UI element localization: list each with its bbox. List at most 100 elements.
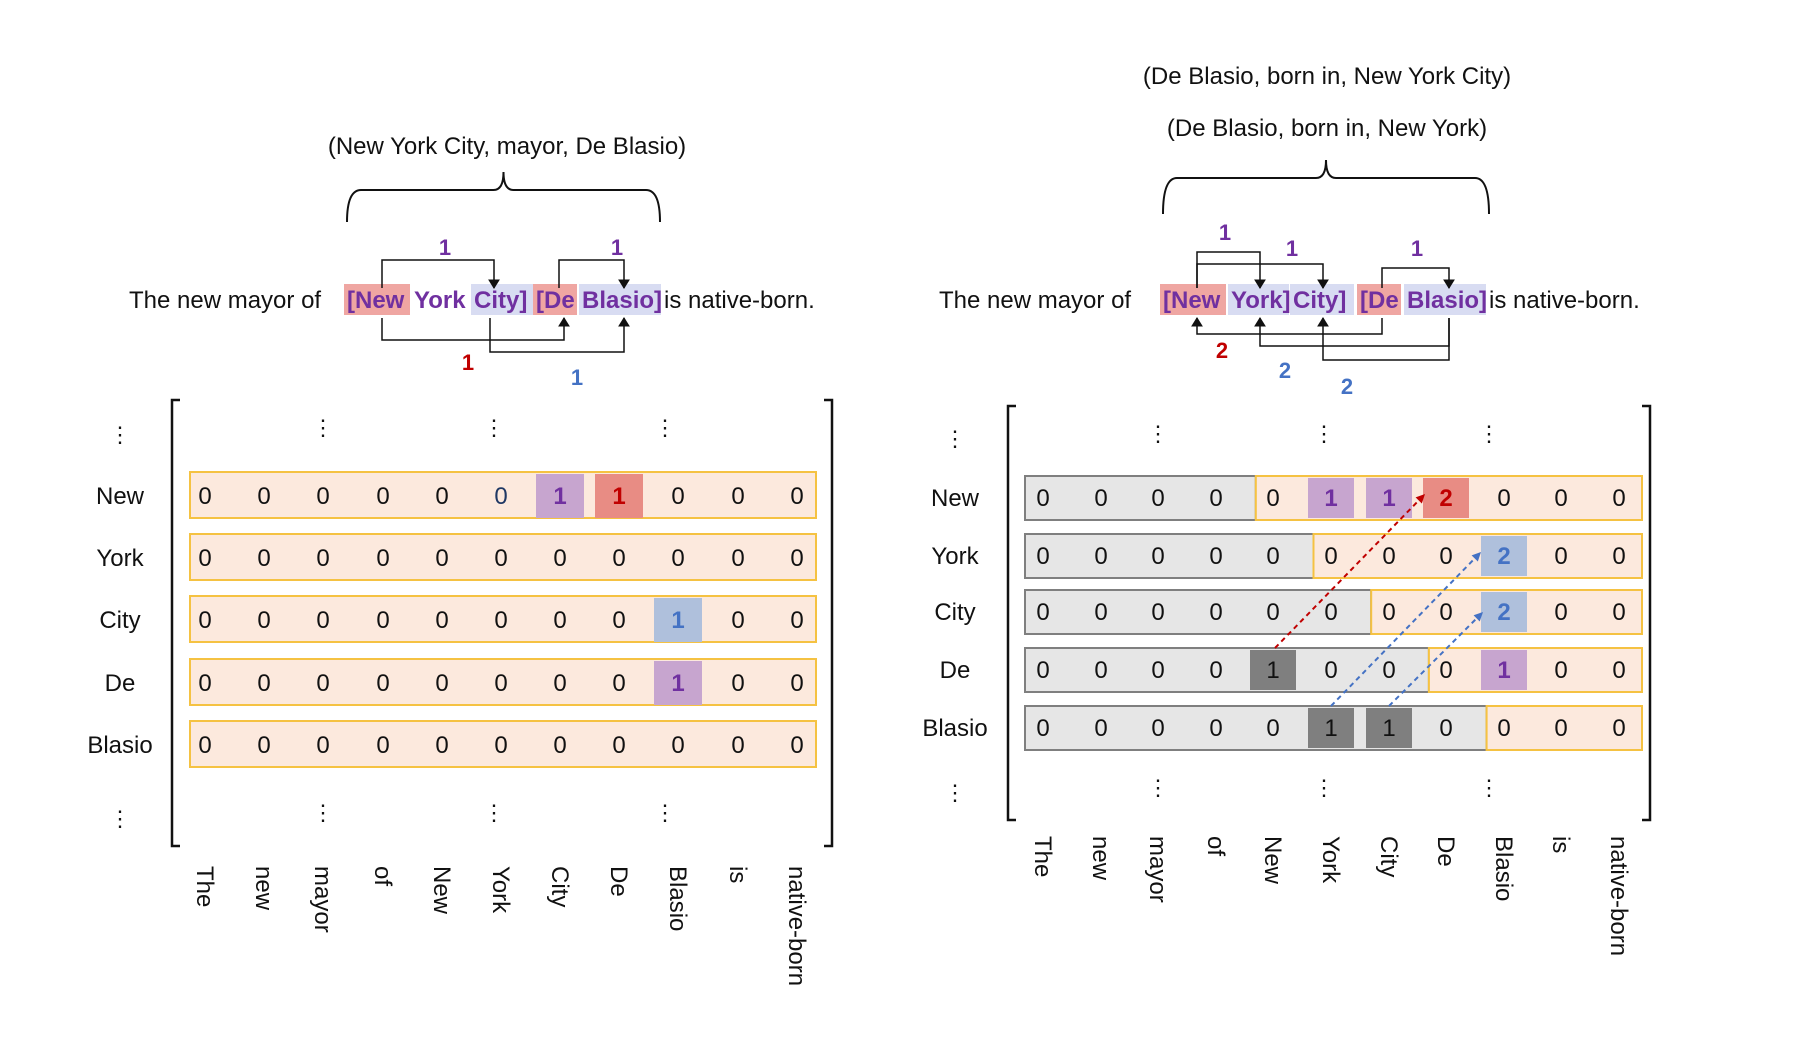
matrix-cell: 0 [612, 545, 625, 572]
matrix-cell: 0 [1151, 715, 1164, 742]
matrix-cell: 0 [1036, 543, 1049, 570]
matrix-cell: 0 [1382, 599, 1395, 626]
matrix-cell: 0 [731, 670, 744, 697]
matrix-cell: 0 [1036, 485, 1049, 512]
matrix-row [189, 595, 817, 643]
entity-token: City] [474, 287, 527, 314]
matrix-cell: 0 [1439, 657, 1452, 684]
matrix-cell: 0 [671, 545, 684, 572]
matrix-cell: 0 [257, 670, 270, 697]
row-label: City [99, 607, 140, 634]
matrix-row-masked [1024, 647, 1430, 693]
row-label: York [96, 545, 144, 572]
matrix-cell: 0 [435, 732, 448, 759]
arrow-head [618, 317, 630, 327]
arc-label: 1 [462, 350, 474, 375]
matrix-cell: 0 [1554, 599, 1567, 626]
triple-text: (De Blasio, born in, New York) [1167, 115, 1487, 142]
arc-label: 2 [1279, 358, 1291, 383]
row-label: York [931, 543, 979, 570]
sentence-prefix: The new mayor of [129, 287, 321, 314]
sentence-suffix: is native-born. [664, 287, 815, 314]
arc-label: 2 [1341, 374, 1353, 399]
arrow-head [1471, 552, 1481, 562]
entity-highlight [1160, 284, 1226, 315]
col-ellipsis: ⋮ [1147, 775, 1169, 800]
col-label: The [1029, 836, 1056, 877]
matrix-cell: 0 [198, 670, 211, 697]
matrix-cell: 0 [1497, 715, 1510, 742]
matrix-cell: 0 [731, 607, 744, 634]
matrix-cell: 0 [494, 545, 507, 572]
matrix-cell: 0 [671, 483, 684, 510]
matrix-cell: 1 [612, 483, 625, 510]
arrow-head [1254, 279, 1266, 289]
sentence-suffix: is native-born. [1489, 287, 1640, 314]
arrow-head [1473, 612, 1483, 622]
matrix-cell: 1 [1382, 715, 1395, 742]
row-label: City [934, 599, 975, 626]
matrix-cell: 0 [1209, 599, 1222, 626]
left-panel: (New York City, mayor, De Blasio) The new… [87, 133, 834, 986]
matrix-right-bracket [1642, 404, 1652, 822]
matrix-row-masked [1024, 589, 1373, 635]
matrix-cell: 0 [1497, 485, 1510, 512]
matrix-cell: 0 [1382, 657, 1395, 684]
matrix-cell: 0 [671, 732, 684, 759]
entity-highlight [1404, 284, 1486, 315]
arc-label: 1 [1219, 220, 1231, 245]
arc-label: 1 [1286, 236, 1298, 261]
matrix-cell: 0 [198, 607, 211, 634]
row-ellipsis: ⋮ [109, 806, 131, 831]
matrix-cell: 0 [198, 732, 211, 759]
matrix-cell: 0 [731, 483, 744, 510]
matrix-cell: 0 [1554, 543, 1567, 570]
matrix-cell: 1 [553, 483, 566, 510]
matrix-cell: 0 [1151, 485, 1164, 512]
matrix-cell: 1 [671, 670, 684, 697]
matrix-cell: 0 [1612, 485, 1625, 512]
entity-highlight [1228, 284, 1289, 315]
row-ellipsis: ⋮ [109, 422, 131, 447]
matrix-cell: 0 [790, 545, 803, 572]
arc-city-to-blasio [489, 318, 625, 353]
matrix-cell: 0 [1036, 657, 1049, 684]
row-label: De [940, 657, 971, 684]
matrix-cell: 0 [257, 483, 270, 510]
col-label: York [1317, 836, 1344, 884]
matrix-cell: 0 [1612, 657, 1625, 684]
matrix-cell: 0 [376, 670, 389, 697]
entity-token: [New [347, 287, 405, 314]
row-ellipsis: ⋮ [944, 426, 966, 451]
matrix-cell: 0 [1209, 715, 1222, 742]
col-label: new [250, 866, 277, 911]
matrix-cell: 0 [1094, 715, 1107, 742]
arc-label: 1 [611, 235, 623, 260]
matrix-cell: 0 [435, 670, 448, 697]
col-label: of [369, 866, 396, 886]
arc-blasio-to-york [1259, 318, 1450, 347]
triple-text: (De Blasio, born in, New York City) [1143, 63, 1511, 90]
highlight-cell [536, 474, 584, 518]
matrix-cell: 0 [612, 607, 625, 634]
matrix-row [189, 658, 817, 706]
matrix-cell: 0 [257, 545, 270, 572]
matrix-cell: 0 [1324, 599, 1337, 626]
matrix-cell: 2 [1497, 599, 1510, 626]
col-ellipsis: ⋮ [1313, 421, 1335, 446]
matrix-cell: 0 [316, 732, 329, 759]
arc-de-to-blasio [558, 259, 625, 288]
row-ellipsis: ⋮ [944, 780, 966, 805]
col-label: York [487, 866, 514, 914]
arrow-head [488, 279, 500, 289]
matrix-cell: 0 [376, 545, 389, 572]
highlight-cell [595, 474, 643, 518]
entity-highlight [1357, 284, 1401, 315]
row-label: New [931, 485, 980, 512]
matrix-cell: 2 [1439, 485, 1452, 512]
col-label: of [1202, 836, 1229, 856]
matrix-cell: 1 [1324, 715, 1337, 742]
arrow-head [618, 279, 630, 289]
col-label: Blasio [664, 866, 691, 931]
matrix-cell: 0 [376, 607, 389, 634]
